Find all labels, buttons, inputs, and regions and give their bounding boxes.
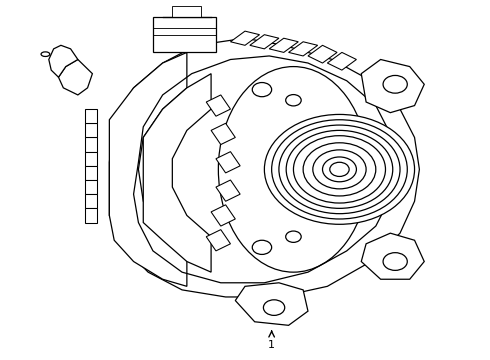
Polygon shape: [85, 208, 97, 222]
Polygon shape: [216, 180, 240, 201]
Polygon shape: [327, 53, 356, 70]
Polygon shape: [109, 38, 419, 297]
Polygon shape: [289, 42, 318, 56]
Polygon shape: [85, 109, 97, 123]
Polygon shape: [143, 74, 211, 272]
Polygon shape: [85, 194, 97, 208]
Polygon shape: [216, 152, 240, 173]
Polygon shape: [206, 230, 230, 251]
Polygon shape: [58, 59, 93, 95]
Polygon shape: [250, 35, 279, 49]
Polygon shape: [85, 138, 97, 152]
Polygon shape: [235, 283, 308, 325]
Ellipse shape: [41, 52, 50, 57]
Polygon shape: [211, 123, 235, 145]
Polygon shape: [85, 180, 97, 194]
Polygon shape: [361, 59, 424, 113]
Polygon shape: [85, 123, 97, 138]
Polygon shape: [211, 205, 235, 226]
Polygon shape: [153, 17, 216, 53]
Polygon shape: [206, 95, 230, 116]
Polygon shape: [308, 45, 337, 63]
Polygon shape: [85, 152, 97, 166]
Polygon shape: [269, 38, 298, 53]
Polygon shape: [172, 6, 201, 17]
Polygon shape: [109, 53, 187, 286]
Circle shape: [265, 114, 415, 224]
Polygon shape: [85, 166, 97, 180]
Polygon shape: [49, 45, 78, 77]
Polygon shape: [361, 233, 424, 279]
Text: 1: 1: [268, 339, 275, 350]
Polygon shape: [230, 31, 260, 45]
